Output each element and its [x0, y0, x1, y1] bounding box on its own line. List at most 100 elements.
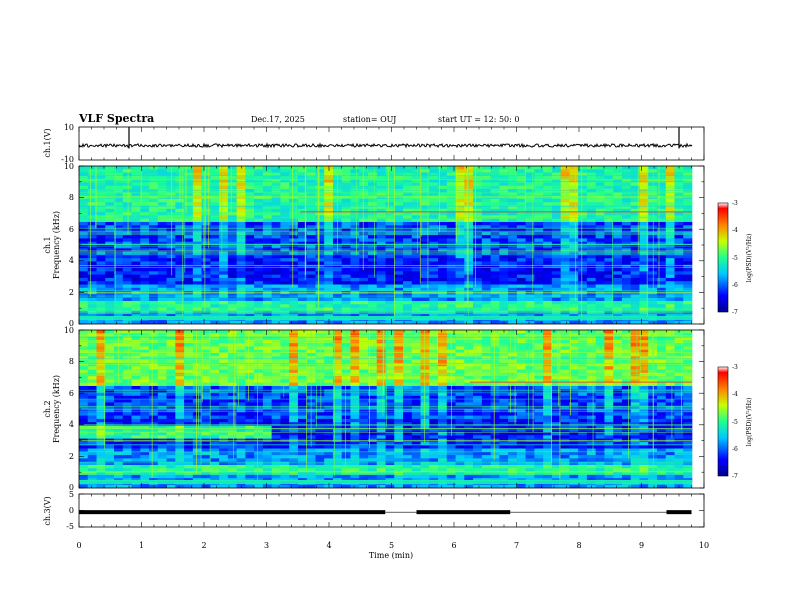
ch1-ytick-top: 10 — [64, 123, 74, 132]
spectrogram-cell — [490, 169, 500, 173]
spectrogram-cell — [149, 395, 159, 400]
spectrogram-cell — [105, 300, 115, 305]
spectrogram-cell — [262, 202, 272, 206]
spectrogram-cell — [499, 281, 509, 285]
spectrogram-cell — [674, 228, 684, 233]
spectrogram-cell — [516, 314, 526, 318]
spectrogram-cell — [411, 245, 421, 249]
spectrogram-cell — [446, 208, 456, 213]
spectrogram-cell — [149, 448, 159, 453]
spectrogram-cell — [455, 221, 465, 226]
spectrogram-cell — [166, 189, 176, 193]
spectrogram-cell — [499, 307, 509, 312]
spectrogram-cell — [578, 304, 588, 308]
spectrogram-cell — [245, 353, 255, 357]
spectrogram-cell — [219, 212, 229, 216]
spectrogram-cell — [79, 428, 89, 433]
spectrogram-cell — [236, 415, 246, 420]
spectrogram-cell — [621, 245, 631, 249]
spectrogram-cell — [114, 389, 124, 393]
spectrogram-cell — [560, 248, 570, 252]
spectrogram-cell — [446, 215, 456, 219]
spectrogram-cell — [499, 254, 509, 259]
spectrogram-cell — [254, 405, 264, 410]
spectrogram-cell — [446, 195, 456, 200]
spectrogram-cell — [219, 428, 229, 433]
spectrogram-cell — [219, 333, 229, 337]
spectrogram-cell — [403, 205, 413, 210]
spectrogram-cell — [236, 225, 246, 229]
spectrogram-cell — [149, 458, 159, 462]
spectrogram-cell — [227, 478, 237, 482]
spectrogram-cell — [149, 245, 159, 249]
spectrogram-cell — [394, 205, 404, 210]
spectrogram-cell — [639, 221, 649, 226]
spectrogram-cell — [271, 287, 281, 292]
spectrogram-cell — [271, 379, 281, 383]
spectrogram-cell — [481, 228, 491, 233]
spectrogram-cell — [455, 245, 465, 249]
spectrogram-cell — [271, 458, 281, 462]
spectrogram-cell — [175, 261, 185, 266]
spectrogram-cell — [306, 284, 316, 289]
spectrogram-cell — [420, 215, 430, 219]
spectrogram-cell — [201, 445, 211, 449]
spectrogram-cell — [149, 261, 159, 266]
spectrogram-cell — [350, 254, 360, 259]
spectrogram-cell — [227, 314, 237, 318]
spectrogram-cell — [297, 425, 307, 430]
spectrogram-cell — [473, 208, 483, 213]
spectrogram-cell — [79, 474, 89, 479]
spectrogram-cell — [604, 320, 614, 324]
spectrogram-cell — [87, 192, 97, 196]
spectrogram-cell — [490, 195, 500, 200]
spectrogram-cell — [254, 402, 264, 407]
spectrogram-cell — [683, 172, 693, 177]
spectrogram-cell — [114, 208, 124, 213]
spectrogram-cell — [149, 428, 159, 433]
spectrogram-cell — [166, 389, 176, 393]
spectrogram-cell — [271, 349, 281, 354]
spectrogram-cell — [201, 412, 211, 416]
spectrogram-cell — [219, 245, 229, 249]
spectrogram-cell — [674, 304, 684, 308]
spectrogram-cell — [157, 464, 167, 469]
spectrogram-cell — [157, 422, 167, 426]
spectrogram-cell — [140, 304, 150, 308]
spectrogram-cell — [306, 235, 316, 239]
spectrogram-cell — [87, 245, 97, 249]
spectrogram-cell — [157, 179, 167, 183]
spectrogram-cell — [271, 264, 281, 269]
spectrogram-cell — [122, 264, 132, 269]
spectrogram-cell — [201, 198, 211, 203]
spectrogram-cell — [210, 458, 220, 462]
spectrogram-cell — [639, 304, 649, 308]
spectrogram-cell — [560, 264, 570, 269]
spectrogram-cell — [105, 455, 115, 459]
spectrogram-cell — [464, 192, 474, 196]
spectrogram-cell — [438, 225, 448, 229]
spectrogram-cell — [420, 235, 430, 239]
spectrogram-cell — [411, 192, 421, 196]
spectrogram-cell — [560, 304, 570, 308]
spectrogram-cell — [122, 468, 132, 472]
spectrogram-cell — [122, 441, 132, 446]
spectrogram-cell — [376, 320, 386, 324]
spectrogram-cell — [149, 336, 159, 341]
spectrogram-cell — [648, 195, 658, 200]
spectrogram-cell — [201, 320, 211, 324]
spectrogram-cell — [262, 281, 272, 285]
spectrogram-cell — [586, 287, 596, 292]
spectrogram-cell — [455, 281, 465, 285]
spectrogram-cell — [262, 254, 272, 259]
spectrogram-cell — [192, 389, 202, 393]
spectrogram-cell — [184, 215, 194, 219]
spectrogram-cell — [271, 392, 281, 397]
spectrogram-cell — [297, 471, 307, 476]
spectrogram-cell — [604, 169, 614, 173]
spectrogram-cell — [219, 208, 229, 213]
spectrogram-cell — [105, 271, 115, 275]
spectrogram-cell — [87, 261, 97, 266]
spectrogram-cell — [297, 435, 307, 439]
spectrogram-cell — [324, 221, 334, 226]
